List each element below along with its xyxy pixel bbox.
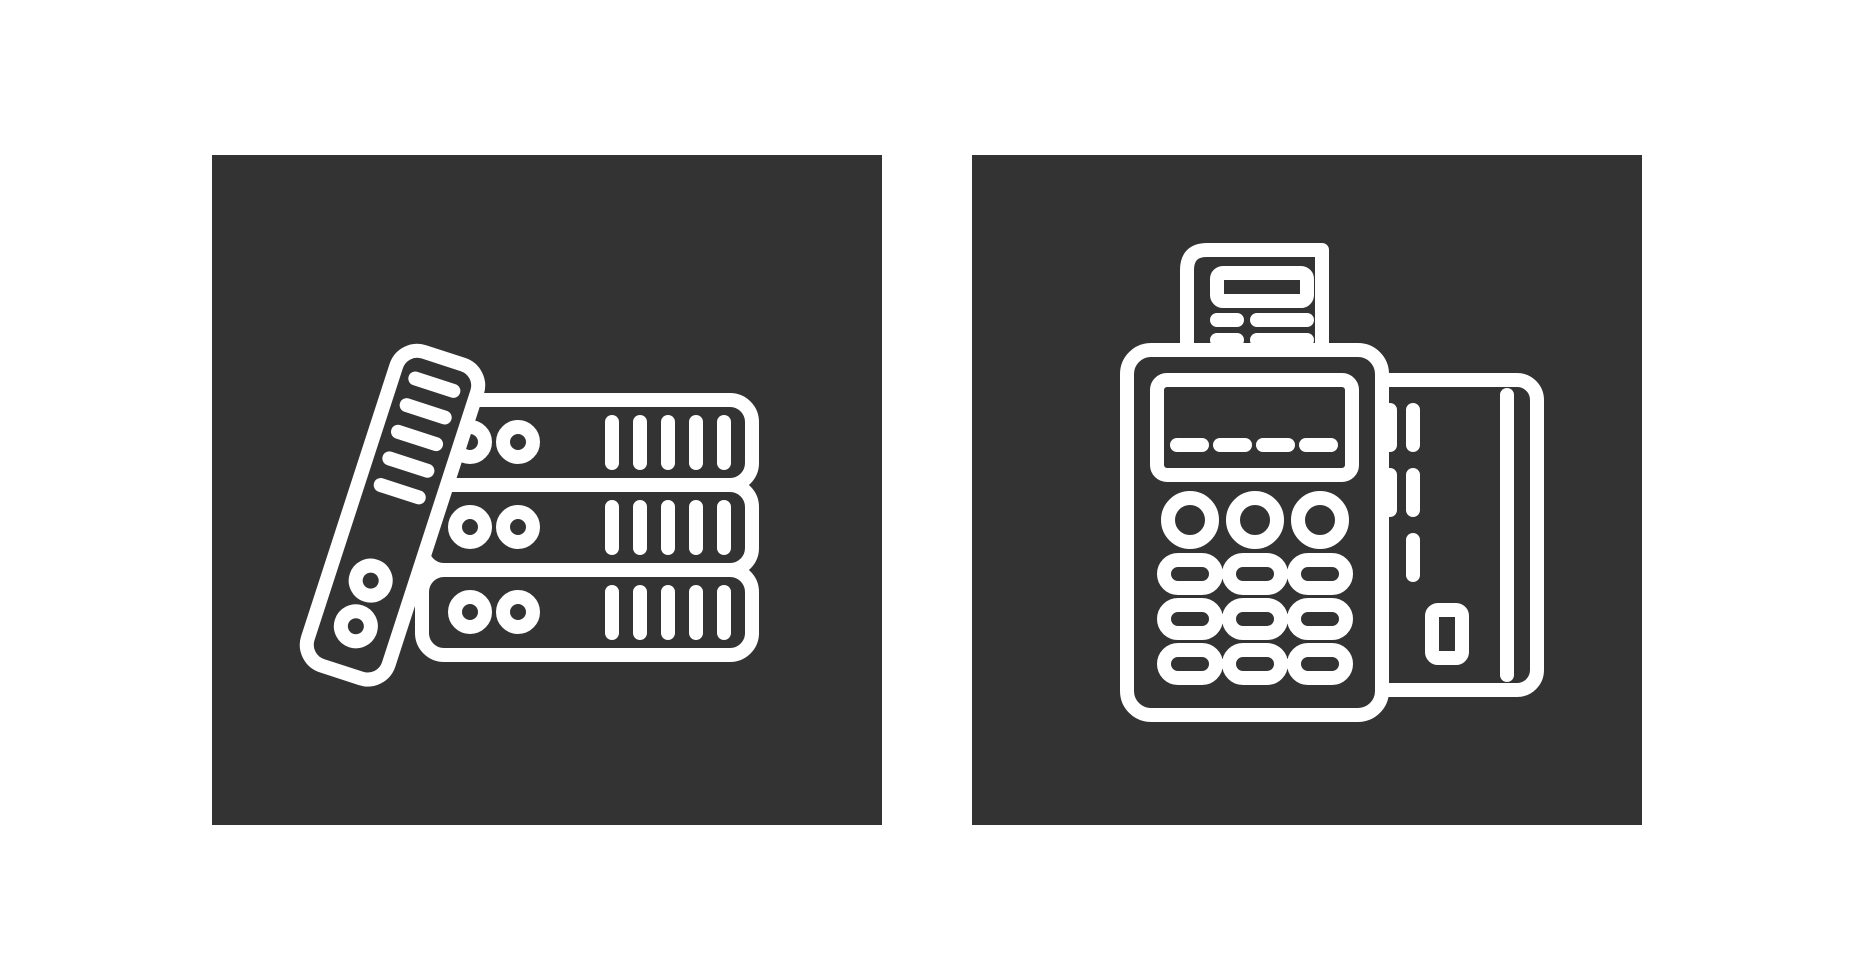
icon-tile-server: [212, 155, 882, 825]
payment-terminal-icon: [972, 155, 1642, 825]
icon-tile-payment: [972, 155, 1642, 825]
server-rack-icon: [212, 155, 882, 825]
